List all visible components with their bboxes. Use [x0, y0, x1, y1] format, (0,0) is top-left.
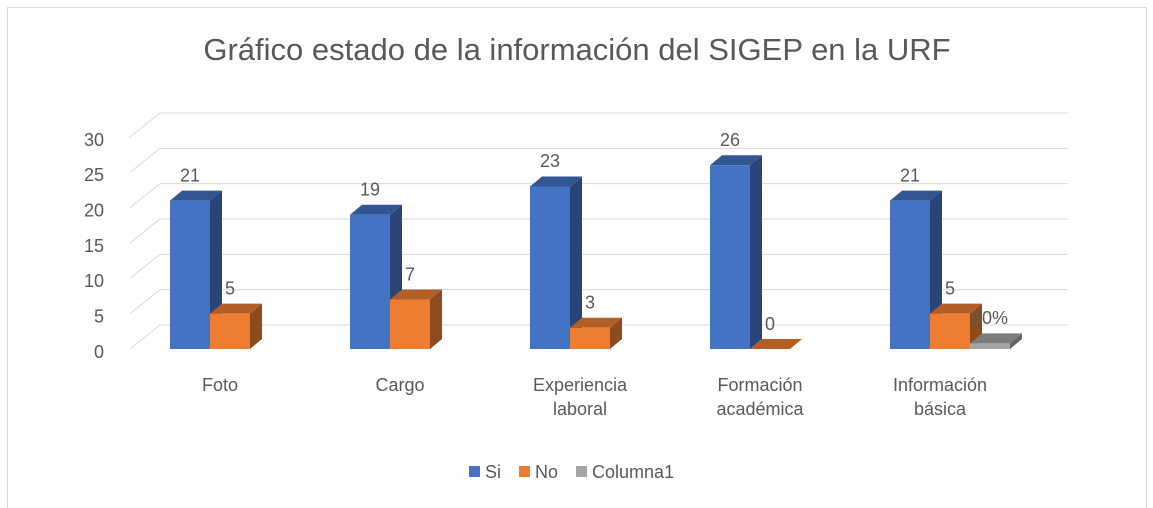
- x-tick-label: Información básica: [892, 375, 988, 419]
- chart-title: Gráfico estado de la información del SIG…: [203, 32, 950, 67]
- grid-line: [129, 112, 161, 138]
- data-label: 7: [405, 264, 415, 284]
- data-label: 21: [180, 165, 200, 185]
- bar-top: [970, 333, 1022, 344]
- grid-line: [129, 218, 161, 244]
- bar: [350, 214, 390, 349]
- data-label: 21: [900, 165, 920, 185]
- y-tick-label: 5: [94, 306, 104, 326]
- bar: [210, 313, 250, 349]
- legend-label: Si: [485, 462, 501, 482]
- bar-side: [610, 317, 622, 349]
- data-label: 23: [540, 151, 560, 171]
- bar: [530, 186, 570, 349]
- y-tick-label: 0: [94, 342, 104, 362]
- y-tick-label: 20: [84, 200, 104, 220]
- bar-top: [350, 204, 402, 215]
- bar-top: [170, 190, 222, 201]
- bar: [390, 299, 430, 349]
- bar-top: [710, 155, 762, 166]
- bar: [710, 165, 750, 349]
- grid-line: [129, 289, 161, 315]
- bar-side: [430, 289, 442, 349]
- data-label: 19: [360, 179, 380, 199]
- bar-top: [390, 289, 442, 300]
- bar-side: [750, 155, 762, 349]
- bar-top: [930, 303, 982, 314]
- data-label: 3: [585, 293, 595, 313]
- bar-top: [530, 176, 582, 187]
- bar-side: [1010, 333, 1022, 349]
- y-tick-label: 15: [84, 236, 104, 256]
- data-label: 5: [225, 278, 235, 298]
- bar: [890, 200, 930, 349]
- y-tick-label: 30: [84, 130, 104, 150]
- x-tick-label: Cargo: [375, 375, 425, 395]
- legend-swatch: [576, 466, 588, 477]
- grid-line: [129, 324, 161, 350]
- x-tick-label: Formación académica: [716, 375, 804, 419]
- data-label: 26: [720, 130, 740, 150]
- y-tick-label: 25: [84, 165, 104, 185]
- data-label: 0: [765, 314, 775, 334]
- bar-top: [890, 190, 942, 201]
- bar: [970, 343, 1010, 349]
- bar-side: [570, 176, 582, 349]
- legend-label: No: [535, 462, 558, 482]
- legend-swatch: [469, 466, 480, 477]
- bar-top: [750, 339, 802, 349]
- bar-top: [570, 317, 622, 328]
- bar: [930, 313, 970, 349]
- x-tick-label: Experiencia laboral: [532, 375, 628, 419]
- bar: [170, 200, 210, 349]
- data-label: 5: [945, 278, 955, 298]
- legend-label: Columna1: [592, 462, 674, 482]
- grid-line: [129, 253, 161, 279]
- bar-side: [250, 303, 262, 349]
- grid-line: [129, 183, 161, 209]
- y-tick-label: 10: [84, 271, 104, 291]
- bar: [570, 327, 610, 349]
- legend-swatch: [519, 466, 531, 477]
- bar-top: [210, 303, 262, 314]
- x-tick-label: Foto: [201, 375, 239, 395]
- data-label: 80%: [972, 308, 1008, 328]
- grid-line: [129, 147, 161, 173]
